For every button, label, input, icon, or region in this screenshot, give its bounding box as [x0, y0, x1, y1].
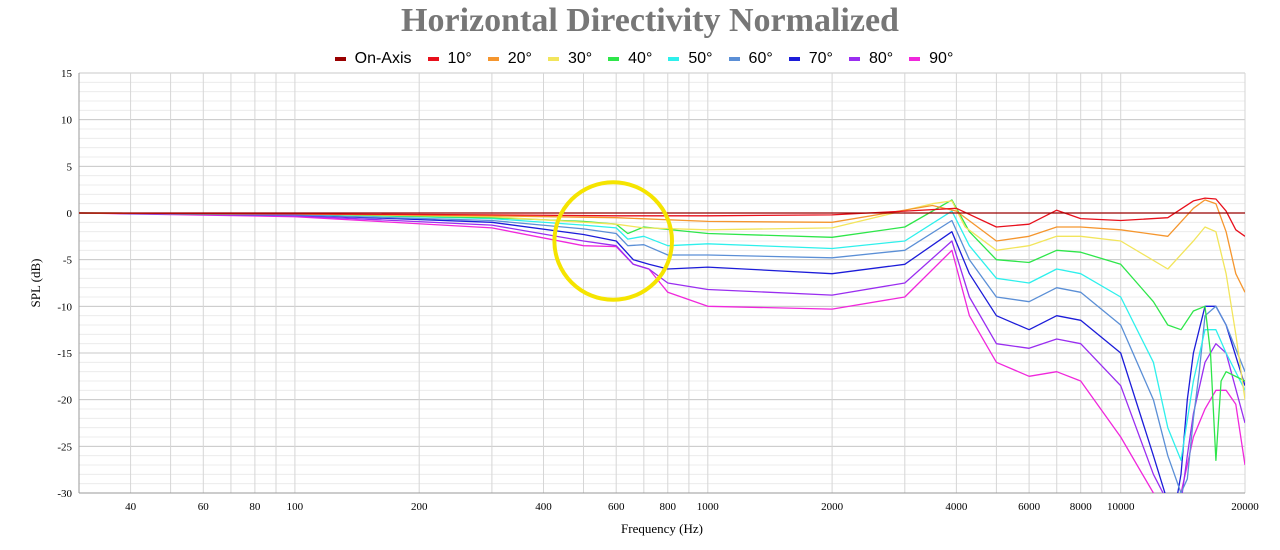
- y-tick-label: -5: [63, 255, 73, 267]
- x-tick-label: 10000: [1107, 501, 1135, 513]
- legend: On-Axis 10° 20° 30° 40° 50° 60° 70° 80° 90°: [0, 50, 1280, 68]
- x-tick-label: 4000: [945, 501, 968, 513]
- legend-label: 60°: [748, 50, 773, 67]
- x-tick-label: 200: [411, 501, 428, 513]
- series-line-20-deg: [79, 199, 1245, 293]
- y-tick-label: 5: [67, 161, 73, 173]
- series-line-10-deg: [79, 197, 1245, 237]
- x-tick-label: 600: [608, 501, 625, 513]
- series-line-60-deg: [79, 212, 1245, 493]
- y-tick-label: -20: [57, 395, 72, 407]
- series-line-90-deg: [79, 212, 1245, 493]
- legend-item-30-deg[interactable]: 30°: [547, 50, 593, 68]
- series-line-80-deg: [79, 212, 1245, 493]
- legend-label: 20°: [507, 50, 532, 67]
- x-tick-label: 400: [535, 501, 552, 513]
- x-tick-label: 800: [660, 501, 677, 513]
- legend-item-70-deg[interactable]: 70°: [788, 50, 833, 68]
- y-tick-label: 10: [61, 115, 73, 127]
- series-line-30-deg: [79, 200, 1245, 400]
- x-tick-label: 100: [287, 501, 304, 513]
- legend-label: On-Axis: [354, 50, 412, 67]
- x-tick-label: 1000: [697, 501, 720, 513]
- legend-swatch: [728, 57, 740, 61]
- legend-swatch: [848, 57, 860, 61]
- series-line-70-deg: [79, 212, 1245, 493]
- legend-item-50-deg[interactable]: 50°: [668, 50, 713, 68]
- legend-item-40-deg[interactable]: 40°: [608, 50, 652, 68]
- x-axis-label: Frequency (Hz): [621, 521, 703, 536]
- legend-swatch: [427, 57, 439, 61]
- legend-swatch: [668, 57, 680, 61]
- legend-swatch: [334, 57, 346, 61]
- y-tick-label: -15: [57, 348, 72, 360]
- y-tick-label: 0: [67, 208, 73, 220]
- legend-label: 70°: [808, 50, 833, 67]
- legend-label: 90°: [929, 50, 954, 67]
- legend-label: 80°: [868, 50, 894, 67]
- legend-swatch: [608, 57, 620, 61]
- legend-swatch: [788, 57, 800, 61]
- series-line-40-deg: [79, 199, 1245, 461]
- x-tick-label: 40: [125, 501, 137, 513]
- legend-item-20-deg[interactable]: 20°: [487, 50, 532, 68]
- y-tick-label: -25: [57, 441, 72, 453]
- legend-item-90-deg[interactable]: 90°: [909, 50, 953, 68]
- y-tick-label: -30: [57, 488, 72, 500]
- x-tick-label: 2000: [821, 501, 844, 513]
- legend-label: 50°: [688, 50, 713, 67]
- legend-label: 30°: [567, 50, 593, 67]
- x-tick-label: 8000: [1070, 501, 1093, 513]
- legend-item-on-axis[interactable]: On-Axis: [334, 50, 412, 68]
- y-tick-label: 15: [61, 68, 73, 80]
- legend-swatch: [487, 57, 499, 61]
- legend-label: 40°: [628, 50, 653, 67]
- x-tick-label: 80: [249, 501, 261, 513]
- y-axis-label: SPL (dB): [28, 259, 43, 308]
- legend-item-10-deg[interactable]: 10°: [427, 50, 472, 68]
- annotation-circle: [552, 180, 674, 302]
- series-line-50-deg: [79, 210, 1245, 461]
- legend-swatch: [547, 57, 559, 61]
- x-tick-label: 60: [198, 501, 210, 513]
- legend-item-60-deg[interactable]: 60°: [728, 50, 773, 68]
- legend-label: 10°: [447, 50, 472, 67]
- y-tick-label: -10: [57, 301, 72, 313]
- legend-swatch: [909, 57, 921, 61]
- x-tick-label: 6000: [1018, 501, 1041, 513]
- x-tick-label: 20000: [1231, 501, 1259, 513]
- legend-item-80-deg[interactable]: 80°: [848, 50, 894, 68]
- chart-title: Horizontal Directivity Normalized: [401, 2, 899, 39]
